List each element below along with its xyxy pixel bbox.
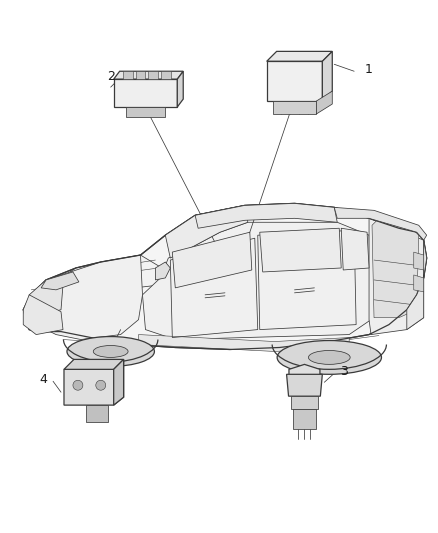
Polygon shape <box>61 255 165 292</box>
Polygon shape <box>267 61 322 101</box>
Text: 1: 1 <box>365 63 373 76</box>
Polygon shape <box>316 91 332 114</box>
Polygon shape <box>126 107 165 117</box>
Polygon shape <box>372 220 419 318</box>
Polygon shape <box>260 228 341 272</box>
Polygon shape <box>322 51 332 101</box>
Polygon shape <box>23 204 427 350</box>
Polygon shape <box>267 51 332 61</box>
Polygon shape <box>155 262 170 280</box>
Polygon shape <box>290 396 318 409</box>
Text: 2: 2 <box>107 70 115 83</box>
Polygon shape <box>289 365 320 384</box>
Polygon shape <box>273 101 316 114</box>
Text: 3: 3 <box>340 365 348 378</box>
Polygon shape <box>172 232 252 288</box>
Polygon shape <box>41 272 79 290</box>
Polygon shape <box>86 405 108 422</box>
Polygon shape <box>369 219 424 335</box>
Polygon shape <box>286 374 322 396</box>
Polygon shape <box>142 222 371 340</box>
Text: 4: 4 <box>39 373 47 386</box>
Polygon shape <box>165 205 248 258</box>
Polygon shape <box>293 409 316 429</box>
Ellipse shape <box>93 345 128 358</box>
Circle shape <box>96 380 106 390</box>
Polygon shape <box>123 71 133 79</box>
Ellipse shape <box>308 351 350 365</box>
Polygon shape <box>29 255 142 340</box>
Polygon shape <box>114 71 183 79</box>
Polygon shape <box>135 71 145 79</box>
Polygon shape <box>148 71 159 79</box>
Polygon shape <box>195 204 337 228</box>
Polygon shape <box>138 335 349 351</box>
Polygon shape <box>64 359 124 405</box>
Polygon shape <box>177 71 183 107</box>
Polygon shape <box>114 79 177 107</box>
Polygon shape <box>334 207 427 240</box>
Ellipse shape <box>67 336 155 366</box>
Polygon shape <box>414 275 424 292</box>
Ellipse shape <box>277 341 381 374</box>
Polygon shape <box>161 71 171 79</box>
Polygon shape <box>114 359 124 405</box>
Polygon shape <box>29 280 63 318</box>
Circle shape <box>73 380 83 390</box>
Polygon shape <box>64 359 124 369</box>
Polygon shape <box>23 295 63 335</box>
Polygon shape <box>341 228 369 270</box>
Polygon shape <box>407 240 427 329</box>
Polygon shape <box>414 252 424 270</box>
